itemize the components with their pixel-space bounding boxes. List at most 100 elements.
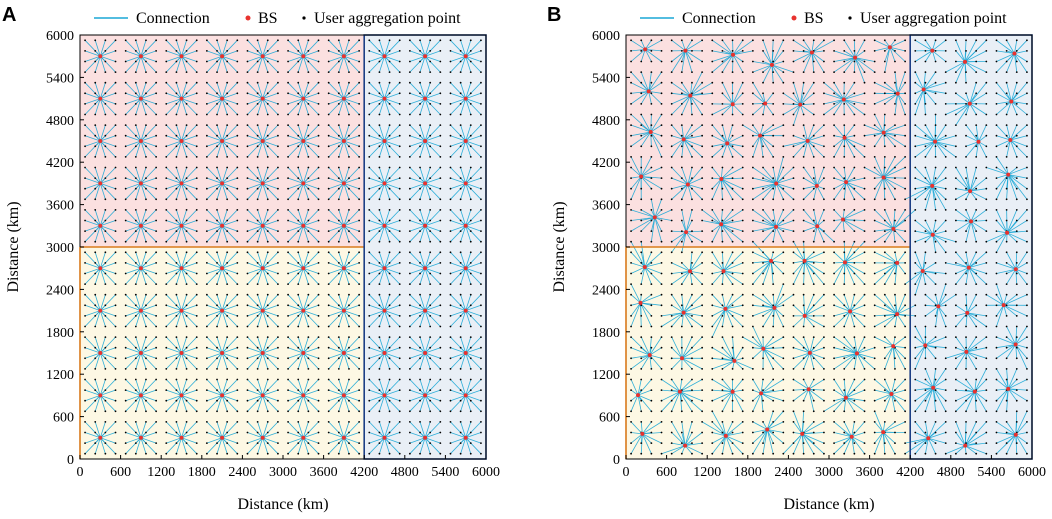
user-point	[459, 81, 462, 84]
user-point	[348, 368, 350, 370]
user-point	[439, 39, 442, 42]
connection-line	[722, 40, 734, 55]
connection-line	[722, 103, 733, 115]
connection-line	[631, 90, 649, 94]
connection-line	[722, 391, 733, 412]
connection-line	[914, 89, 925, 105]
connection-line	[764, 103, 774, 115]
user-point	[480, 209, 482, 211]
connection-line	[996, 262, 1016, 270]
user-point	[145, 251, 147, 254]
connection-line	[752, 61, 773, 66]
connection-line	[752, 124, 761, 136]
connection-line	[774, 307, 784, 327]
legend-bs-label: BS	[258, 10, 278, 27]
connection-line	[640, 176, 652, 189]
connection-line	[379, 183, 385, 200]
user-point	[104, 187, 107, 190]
connection-line	[100, 82, 116, 99]
connection-line	[297, 252, 304, 269]
connection-line	[955, 262, 969, 268]
user-point	[408, 92, 411, 95]
user-point	[277, 209, 279, 211]
connection-line	[891, 379, 906, 395]
connection-line	[915, 141, 936, 147]
connection-line	[450, 267, 466, 274]
connection-line	[996, 336, 1016, 345]
connection-line	[969, 167, 977, 192]
connection-line	[424, 347, 441, 354]
user-point	[388, 103, 391, 105]
connection-line	[799, 82, 805, 105]
user-point	[449, 230, 452, 233]
connection-line	[922, 270, 946, 274]
user-point	[378, 431, 381, 434]
user-point	[226, 156, 229, 158]
connection-line	[343, 183, 360, 190]
connection-line	[262, 268, 269, 285]
connection-line	[135, 82, 142, 99]
connection-line	[965, 391, 976, 401]
connection-line	[262, 432, 279, 439]
user-point	[317, 431, 320, 434]
user-point	[368, 262, 371, 264]
user-point	[388, 81, 391, 84]
user-point	[94, 198, 97, 201]
user-point	[337, 240, 340, 243]
user-point	[236, 325, 239, 328]
connection-line	[465, 421, 472, 438]
user-point	[165, 336, 168, 338]
connection-line	[762, 307, 775, 327]
user-point	[226, 240, 229, 243]
user-point	[145, 442, 147, 444]
connection-line	[303, 225, 319, 232]
user-point	[256, 124, 259, 126]
user-point	[630, 421, 632, 423]
user-point	[145, 378, 147, 381]
user-point	[185, 293, 188, 296]
user-point	[368, 442, 371, 444]
connection-line	[257, 437, 264, 454]
user-point	[226, 283, 229, 285]
connection-line	[379, 352, 385, 370]
user-point	[216, 187, 218, 190]
user-point	[226, 389, 229, 391]
user-point	[277, 103, 279, 105]
connection-line	[100, 92, 116, 99]
user-point	[124, 378, 127, 381]
user-point	[408, 113, 411, 116]
connection-line	[140, 310, 147, 327]
connection-line	[84, 92, 101, 99]
connection-line	[915, 177, 933, 187]
user-point	[94, 452, 97, 455]
connection-line	[328, 98, 345, 105]
user-point	[236, 166, 239, 169]
connection-line	[84, 432, 101, 439]
connection-line	[851, 421, 865, 437]
connection-line	[807, 135, 825, 142]
connection-line	[671, 39, 686, 51]
user-point	[348, 304, 350, 307]
user-point	[348, 399, 350, 402]
connection-line	[630, 91, 649, 105]
connection-line	[99, 268, 106, 285]
user-point	[378, 357, 381, 360]
connection-line	[140, 98, 157, 115]
connection-line	[775, 209, 794, 228]
connection-line	[833, 262, 846, 285]
user-point	[378, 251, 381, 254]
user-point	[266, 187, 269, 190]
connection-line	[849, 294, 865, 312]
user-point	[337, 145, 340, 148]
connection-line	[965, 442, 987, 446]
connection-line	[424, 389, 441, 396]
connection-line	[721, 167, 743, 180]
user-point	[165, 50, 168, 52]
connection-line	[262, 225, 279, 232]
bs-point	[463, 435, 468, 440]
bs-point	[423, 266, 428, 271]
user-point	[155, 177, 158, 180]
user-point	[246, 71, 249, 73]
user-point	[277, 346, 279, 349]
user-point	[307, 283, 310, 285]
